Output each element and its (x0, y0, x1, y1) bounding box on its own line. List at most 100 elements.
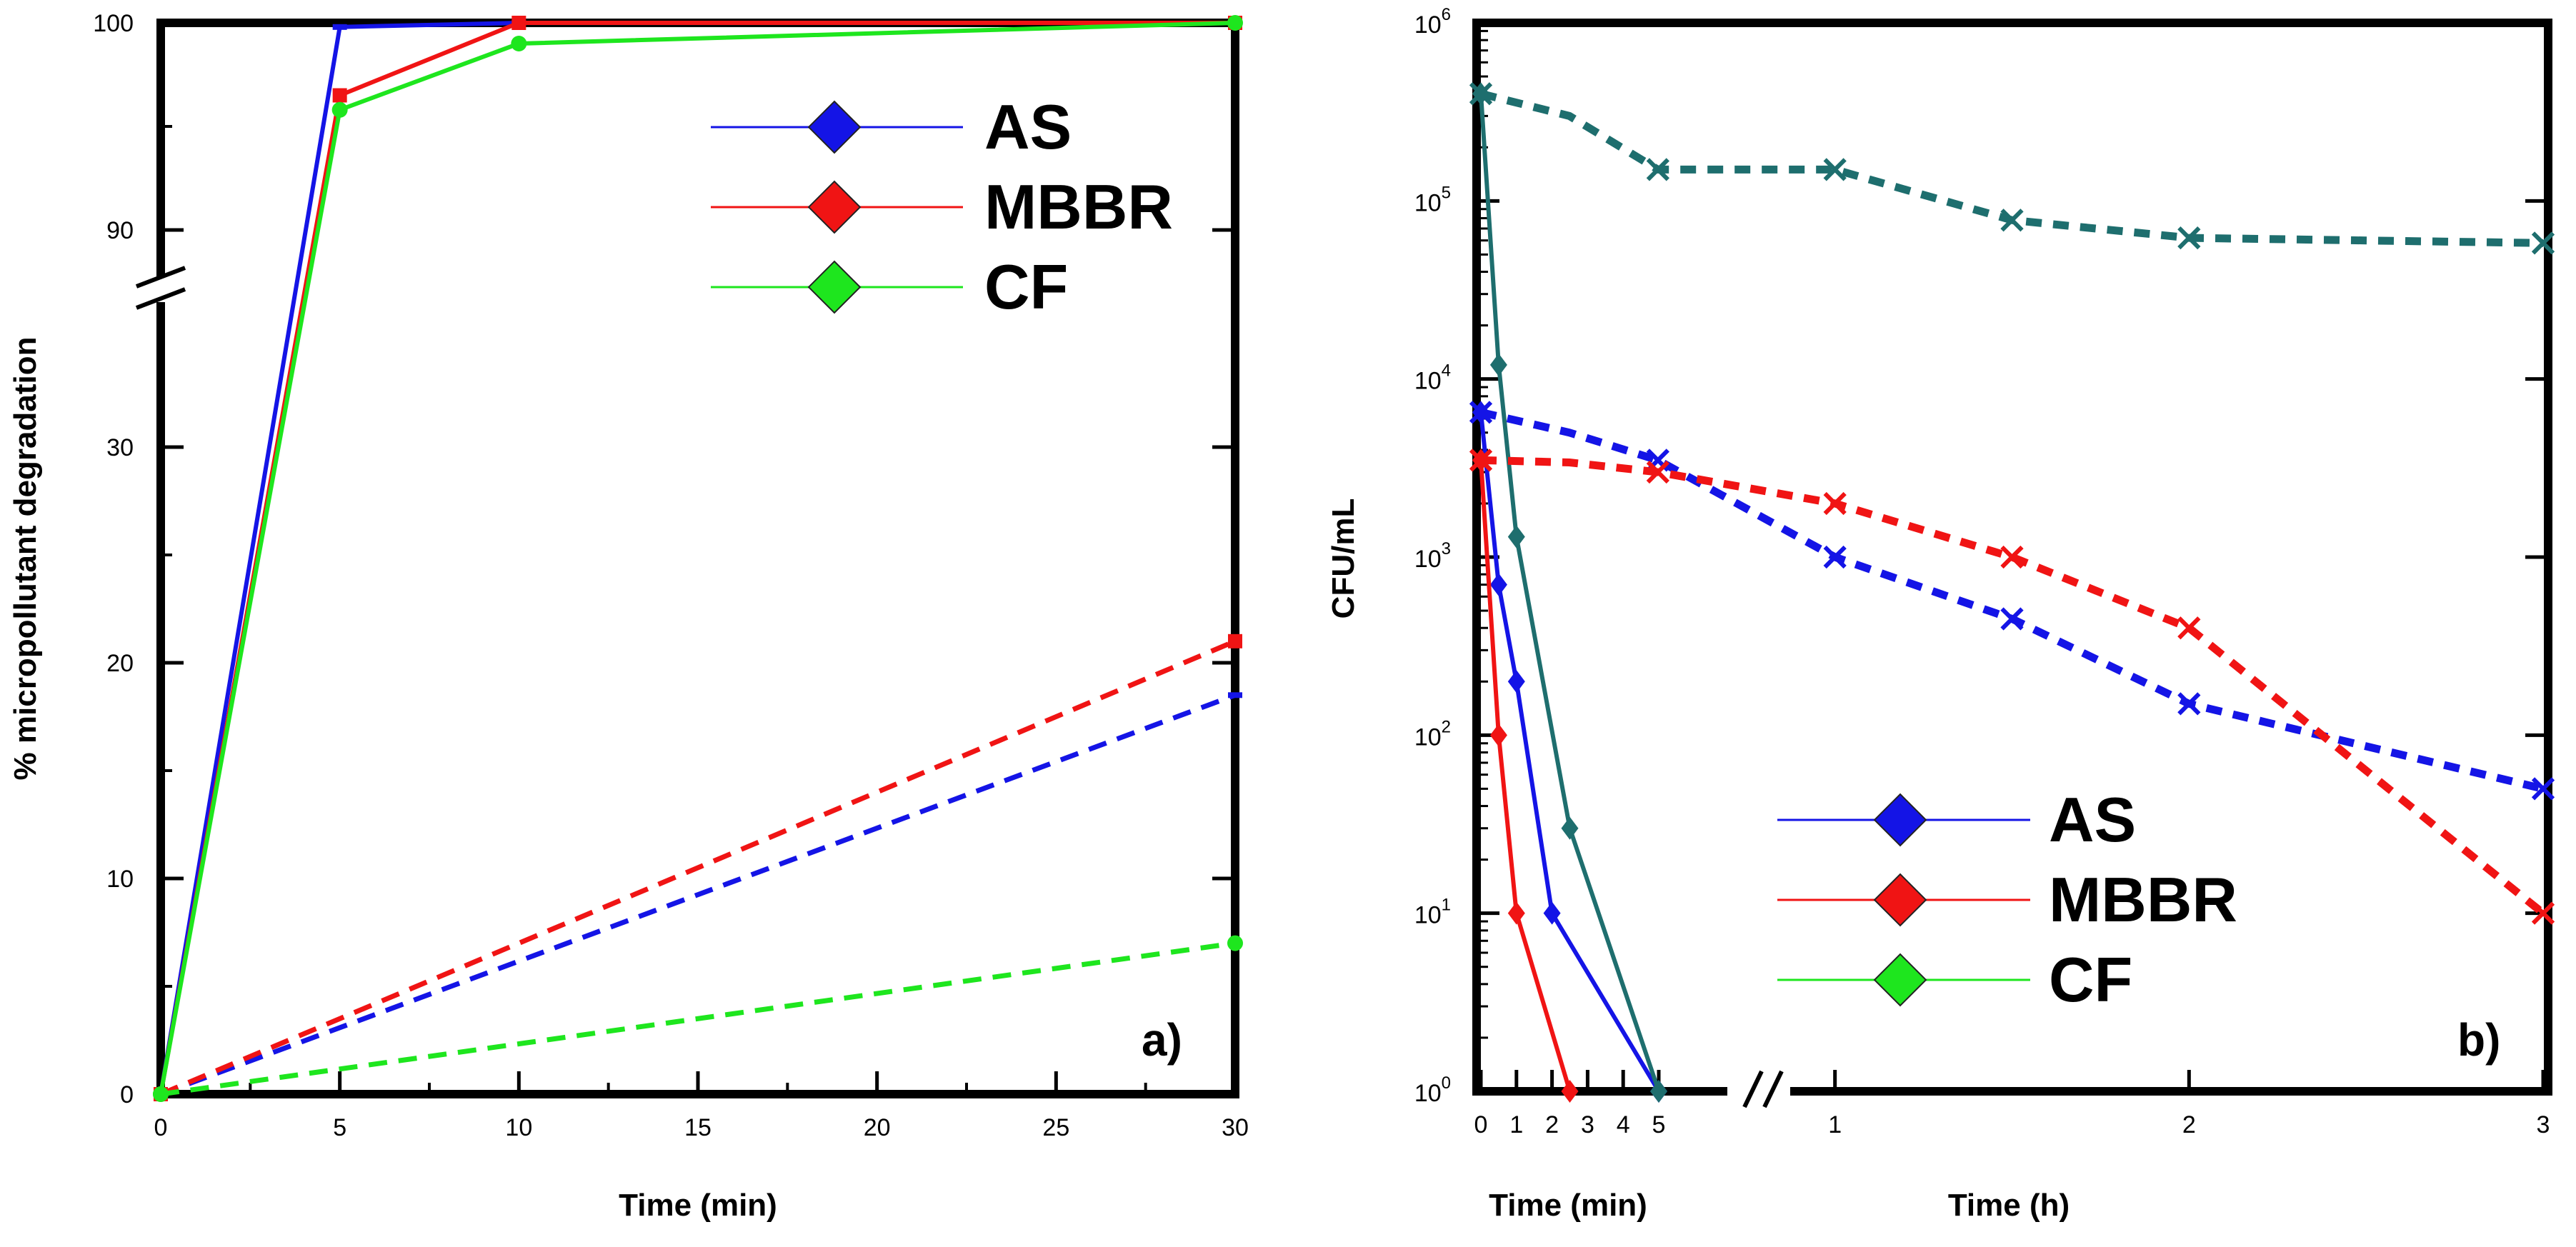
chart-a-point-cf (1227, 15, 1243, 31)
legend-marker-mbbr (807, 180, 862, 234)
chart-b-point-cf-diamond (1561, 816, 1579, 840)
legend-marker-as (1873, 793, 1927, 847)
chart-b-xlabel-h: Time (h) (1948, 1188, 2070, 1223)
chart-a-point-cf (1227, 935, 1243, 951)
chart-b-x-tick-label-min: 1 (1509, 1111, 1523, 1138)
chart-a-y-tick-label: 100 (93, 10, 134, 37)
chart-b-y-tick-label: 100 (1414, 1073, 1451, 1107)
chart-b-y-tick-label: 104 (1414, 361, 1451, 395)
legend-label-mbbr: MBBR (2049, 864, 2237, 935)
chart-b-point-as-x (2177, 692, 2201, 716)
chart-b-point-mbbr-x (1823, 491, 1847, 516)
chart-b-point-cf-diamond (1650, 1080, 1667, 1103)
legend-marker-mbbr (1873, 873, 1927, 927)
chart-b-point-as-x (1823, 545, 1847, 569)
chart-a-x-tick-label: 10 (505, 1114, 532, 1141)
chart-b-y-tick-label: 102 (1414, 717, 1451, 751)
chart-a-point-mbbr (511, 16, 526, 30)
chart-b-panel-label: b) (2457, 1014, 2500, 1066)
chart-b-point-mbbr-x (2531, 901, 2555, 925)
chart-a-x-tick-label: 15 (684, 1114, 712, 1141)
chart-a-series-as-dashed (159, 693, 1237, 1097)
chart-b-point-cf-x (2000, 209, 2024, 232)
legend-label-as: AS (2049, 784, 2136, 855)
chart-b-axis-break-mark (1762, 1070, 1784, 1108)
chart-a-point-mbbr (1228, 633, 1242, 648)
chart-b-point-mbbr-x (1646, 460, 1669, 484)
chart-a-axis-break-mark (135, 287, 186, 310)
chart-a-ylabel: % micropollutant degradation (8, 337, 43, 781)
chart-a-point-cf (511, 36, 527, 51)
chart-b-xlabel-min: Time (min) (1489, 1188, 1647, 1223)
chart-b-series-as-solid (1479, 412, 1661, 1093)
chart-b-x-tick-label-min: 2 (1545, 1111, 1559, 1138)
chart-a-x-tick-label: 5 (333, 1114, 346, 1141)
chart-a-series-mbbr-dashed (159, 638, 1237, 1097)
chart-b-x-tick-label-min: 3 (1581, 1111, 1594, 1138)
chart-b-legend: AS MBBR CF (1777, 784, 2237, 1015)
chart-b-point-as-diamond (1489, 573, 1507, 596)
chart-b-y-tick-label: 103 (1414, 539, 1451, 573)
chart-b-point-cf-x (2177, 226, 2201, 250)
chart-b-y-tick-label: 106 (1414, 5, 1451, 39)
chart-b-point-as-x (1469, 401, 1493, 424)
legend-marker-cf (807, 260, 862, 314)
chart-a-y-tick-label: 90 (106, 217, 134, 244)
chart-b-x-tick-label-min: 0 (1474, 1111, 1488, 1138)
chart-b-point-cf-x (1823, 158, 1847, 181)
legend-marker-cf (1873, 953, 1927, 1007)
chart-b-point-mbbr-diamond (1489, 723, 1507, 747)
chart-b-x-tick-label-min: 4 (1617, 1111, 1630, 1138)
chart-b-axis-break-mark (1742, 1070, 1764, 1108)
chart-a-legend: AS MBBR CF (711, 91, 1173, 322)
chart-b-series-as-dashed (1479, 408, 2545, 793)
chart-a-x-tick-label: 20 (864, 1114, 891, 1141)
chart-a-series-cf-solid (159, 21, 1236, 1095)
legend-label-cf: CF (2049, 944, 2132, 1015)
chart-b-point-cf-x (2531, 231, 2555, 255)
chart-b-point-mbbr-x (2000, 545, 2024, 569)
chart-b-point-as-x (2531, 777, 2555, 801)
chart-a-point-mbbr (332, 88, 347, 103)
chart-a-point-cf (331, 101, 348, 118)
chart-b-ylabel: CFU/mL (1326, 499, 1361, 619)
chart-b-x-tick-label-h: 2 (2182, 1111, 2196, 1138)
chart-a-y-tick-label: 0 (120, 1081, 134, 1108)
chart-a: 0 5 10 15 20 25 30 0 10 20 30 90 100 a) Time (min) %… (8, 10, 1249, 1223)
chart-b-point-cf-x (1469, 82, 1493, 106)
chart-a-xlabel: Time (min) (619, 1188, 777, 1223)
chart-b-axis-break-gap (1727, 1081, 1790, 1101)
chart-a-panel-label: a) (1142, 1014, 1182, 1066)
chart-a-point-as (1228, 692, 1242, 698)
chart-b-series-mbbr-solid (1479, 460, 1572, 1092)
chart-a-y-tick-label: 20 (106, 650, 134, 677)
legend-marker-as (807, 100, 862, 154)
chart-a-x-tick-label: 25 (1042, 1114, 1069, 1141)
legend-label-cf: CF (984, 251, 1068, 322)
chart-b-y-tick-label: 105 (1414, 183, 1451, 216)
chart-b-point-cf-x (1646, 158, 1669, 181)
chart-b-y-tick-label: 101 (1414, 896, 1451, 929)
chart-b-x-tick-label-h: 3 (2537, 1111, 2550, 1138)
chart-a-series-cf-dashed (160, 941, 1236, 1097)
chart-b-x-tick-label-h: 1 (1828, 1111, 1842, 1138)
chart-b-point-mbbr-x (1469, 449, 1493, 472)
chart-a-point-cf (153, 1086, 169, 1102)
chart-b-point-cf-diamond (1489, 353, 1507, 376)
chart-a-point-as (332, 24, 347, 30)
legend-label-as: AS (984, 91, 1072, 162)
legend-label-mbbr: MBBR (984, 171, 1173, 242)
chart-a-x-tick-label: 30 (1222, 1114, 1249, 1141)
chart-b-point-as-diamond (1507, 670, 1525, 693)
chart-b-series-mbbr-dashed (1480, 456, 2546, 916)
chart-a-y-tick-label: 30 (106, 434, 134, 461)
chart-a-axis-break-mark (135, 266, 186, 289)
chart-b-point-mbbr-diamond (1561, 1080, 1579, 1103)
chart-b-point-cf-diamond (1507, 525, 1525, 549)
chart-b-point-as-diamond (1543, 901, 1561, 925)
chart-a-x-tick-label: 0 (154, 1114, 168, 1141)
chart-b-point-mbbr-x (2177, 616, 2201, 640)
chart-b-point-as-x (2000, 607, 2024, 631)
